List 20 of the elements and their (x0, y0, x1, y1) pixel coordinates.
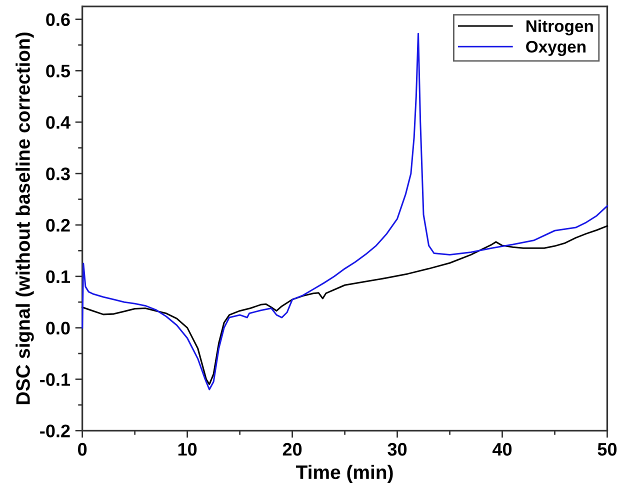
y-tick-label: 0.2 (46, 218, 70, 232)
x-tick-label: 20 (282, 442, 302, 456)
y-tick-label: 0.1 (46, 270, 70, 284)
y-axis-title: DSC signal (without baseline correction) (16, 32, 34, 404)
x-axis-title: Time (min) (296, 464, 393, 483)
y-tick-label: 0.5 (46, 64, 70, 78)
y-tick-label: 0.6 (46, 13, 70, 26)
y-tick-label: 0.4 (46, 116, 70, 129)
x-tick-label: 30 (388, 442, 407, 456)
y-tick-label: -0.2 (40, 424, 70, 438)
x-tick-label: 40 (492, 442, 512, 456)
x-tick-label: 0 (78, 442, 87, 456)
y-tick-label: 0.0 (46, 322, 70, 335)
y-tick-label: 0.3 (46, 167, 70, 180)
line-series (82, 225, 608, 386)
y-tick-label: -0.1 (40, 373, 70, 386)
x-tick-label: 50 (598, 442, 617, 456)
x-tick-label: 10 (178, 442, 197, 456)
legend-label: Nitrogen (526, 20, 593, 36)
legend-label: Oxygen (526, 40, 586, 56)
